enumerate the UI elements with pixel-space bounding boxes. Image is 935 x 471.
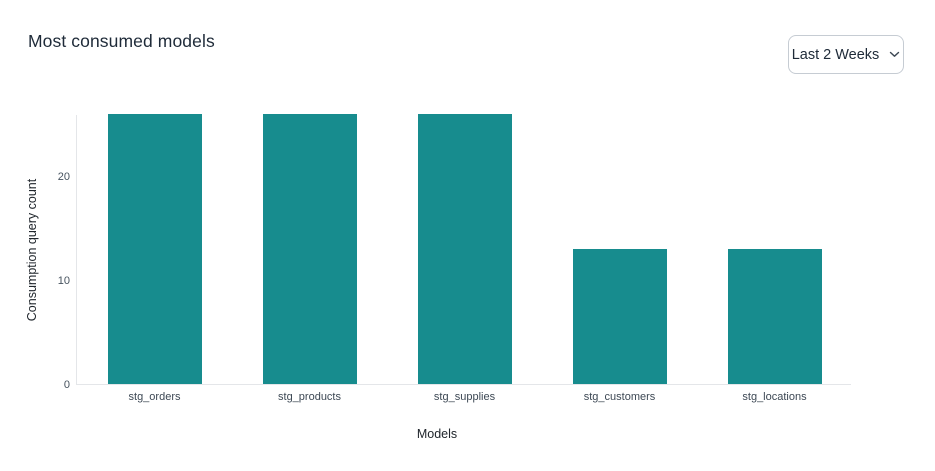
x-tick-label-stg_orders: stg_orders xyxy=(128,391,181,403)
y-tick-label-0: 0 xyxy=(63,379,70,391)
time-range-select[interactable]: Last 2 Weeks xyxy=(788,35,904,74)
bar-stg_orders xyxy=(107,114,202,384)
x-axis-title: Models xyxy=(416,427,458,441)
x-tick-label-stg_locations: stg_locations xyxy=(742,391,807,403)
x-tick-label-stg_customers: stg_customers xyxy=(583,391,656,403)
bar-chart-plot-area: stg_orders stg_products stg_supplies stg_cu… xyxy=(58,114,851,403)
bar-stg_customers xyxy=(572,249,667,384)
bar-stg_products xyxy=(262,114,357,384)
bar-stg_locations xyxy=(727,249,822,384)
x-tick-label-stg_products: stg_products xyxy=(278,391,341,403)
y-axis-title: Consumption query count xyxy=(25,178,39,322)
time-range-selected-value: Last 2 Weeks xyxy=(791,46,880,63)
x-tick-label-stg_supplies: stg_supplies xyxy=(433,391,496,403)
chevron-down-icon xyxy=(889,51,900,58)
page-title: Most consumed models xyxy=(28,31,215,51)
y-tick-label-20: 20 xyxy=(57,171,70,184)
y-tick-label-10: 10 xyxy=(57,275,70,288)
bar-stg_supplies xyxy=(417,114,512,384)
